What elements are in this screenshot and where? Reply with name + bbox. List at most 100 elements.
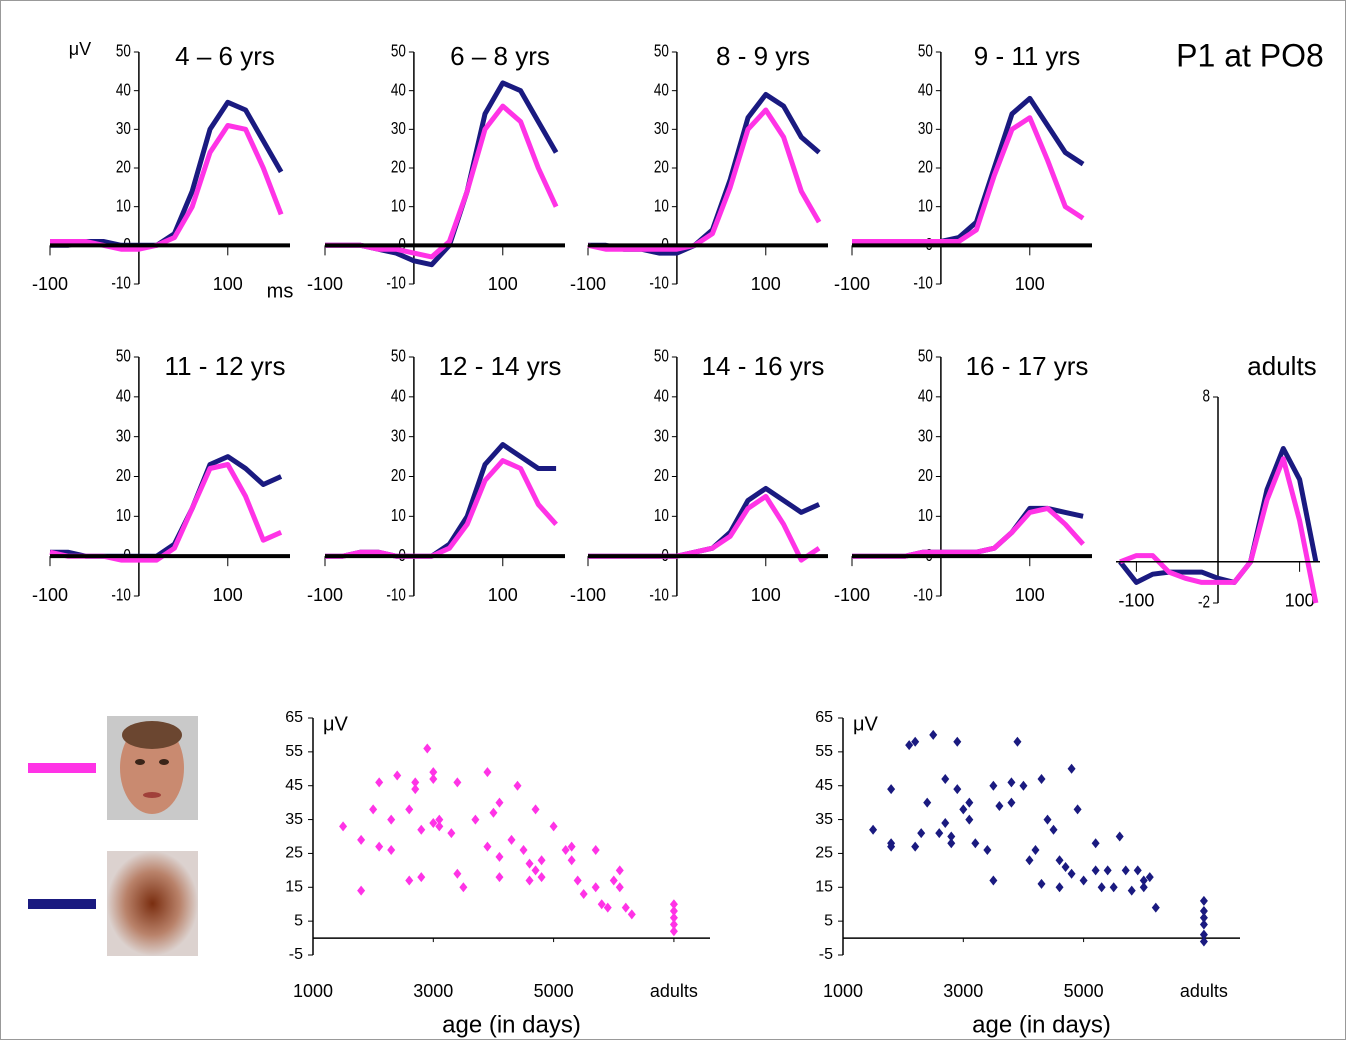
erp-line bbox=[587, 107, 822, 252]
y-tick-label: 10 bbox=[116, 197, 131, 216]
x-tick-label: -100 bbox=[834, 585, 870, 605]
x-tick-label: -100 bbox=[1118, 591, 1154, 611]
y-tick-label: 50 bbox=[116, 42, 131, 61]
point bbox=[669, 912, 678, 923]
y-tick-label: 40 bbox=[116, 81, 131, 100]
point bbox=[911, 841, 920, 852]
y-tick-label: 10 bbox=[654, 197, 669, 216]
point bbox=[507, 834, 516, 845]
point bbox=[567, 855, 576, 866]
point bbox=[905, 740, 914, 751]
figure-title: P1 at PO8 bbox=[1176, 37, 1324, 73]
x-tick-label: -100 bbox=[32, 274, 68, 294]
y-tick-label: -5 bbox=[289, 946, 303, 963]
point bbox=[995, 801, 1004, 812]
y-tick-label: 25 bbox=[285, 845, 303, 862]
y-tick-label: 15 bbox=[815, 879, 833, 896]
y-tick-label: -10 bbox=[649, 274, 669, 293]
x-tick-label: adults bbox=[1180, 981, 1228, 1001]
panel-title: 14 - 16 yrs bbox=[702, 351, 825, 381]
point bbox=[423, 743, 432, 754]
panel-title: 8 - 9 yrs bbox=[716, 41, 810, 71]
point bbox=[561, 845, 570, 856]
point bbox=[609, 875, 618, 886]
charts: -100 10 20 30 40 50 -100 100 4 – 6 yrs μV ms -100 10… bbox=[32, 39, 1320, 1038]
panel-title: 4 – 6 yrs bbox=[175, 41, 275, 71]
panel-title: adults bbox=[1247, 351, 1316, 381]
y-tick-label: 30 bbox=[654, 427, 669, 446]
y-tick-label: 40 bbox=[654, 387, 669, 406]
x-tick-label: -100 bbox=[307, 585, 343, 605]
y-tick-label: -10 bbox=[111, 274, 131, 293]
point bbox=[471, 814, 480, 825]
noise-image bbox=[107, 851, 198, 956]
y-tick-label: 10 bbox=[391, 506, 406, 525]
point bbox=[591, 882, 600, 893]
point bbox=[941, 817, 950, 828]
point bbox=[339, 821, 348, 832]
point bbox=[1199, 929, 1208, 940]
point bbox=[989, 780, 998, 791]
y-tick-label: 20 bbox=[391, 158, 406, 177]
x-tick-label: 1000 bbox=[293, 981, 333, 1001]
point bbox=[429, 817, 438, 828]
point bbox=[1025, 855, 1034, 866]
point bbox=[959, 804, 968, 815]
point bbox=[1007, 777, 1016, 788]
point bbox=[417, 824, 426, 835]
panel-title: 11 - 12 yrs bbox=[165, 351, 286, 381]
point bbox=[887, 841, 896, 852]
point bbox=[429, 767, 438, 778]
point bbox=[435, 821, 444, 832]
point bbox=[357, 885, 366, 896]
point bbox=[1097, 882, 1106, 893]
y-tick-label: -10 bbox=[913, 586, 933, 605]
point bbox=[411, 777, 420, 788]
point bbox=[1061, 861, 1070, 872]
x-tick-label: 100 bbox=[213, 274, 243, 294]
x-tick-label: 100 bbox=[751, 585, 781, 605]
point bbox=[1133, 865, 1142, 876]
point bbox=[1067, 763, 1076, 774]
x-tick-label: 5000 bbox=[1064, 981, 1104, 1001]
point bbox=[447, 828, 456, 839]
point bbox=[669, 919, 678, 930]
y-tick-label: 40 bbox=[918, 387, 933, 406]
point bbox=[923, 797, 932, 808]
point bbox=[387, 845, 396, 856]
y-tick-label: 20 bbox=[116, 467, 131, 486]
point bbox=[393, 770, 402, 781]
x-tick-label: 100 bbox=[213, 585, 243, 605]
y-tick-label: 40 bbox=[391, 81, 406, 100]
point bbox=[953, 736, 962, 747]
y-tick-label: 55 bbox=[285, 743, 303, 760]
point bbox=[1031, 845, 1040, 856]
point bbox=[917, 828, 926, 839]
point bbox=[989, 875, 998, 886]
point bbox=[525, 858, 534, 869]
y-axis-label: μV bbox=[323, 713, 349, 735]
point bbox=[1019, 780, 1028, 791]
x-tick-label: 100 bbox=[488, 585, 518, 605]
point bbox=[1055, 882, 1064, 893]
point bbox=[405, 875, 414, 886]
erp-line bbox=[50, 123, 284, 252]
point bbox=[597, 899, 606, 910]
point bbox=[591, 845, 600, 856]
point bbox=[1199, 936, 1208, 947]
point bbox=[1199, 912, 1208, 923]
point bbox=[435, 814, 444, 825]
point bbox=[1049, 824, 1058, 835]
y-axis-label: μV bbox=[69, 39, 91, 59]
point bbox=[1109, 882, 1118, 893]
y-tick-label: -2 bbox=[1198, 593, 1210, 612]
point bbox=[1145, 872, 1154, 883]
x-tick-label: 100 bbox=[1015, 585, 1045, 605]
panel-title: 6 – 8 yrs bbox=[450, 41, 550, 71]
y-tick-label: 45 bbox=[285, 777, 303, 794]
point bbox=[947, 831, 956, 842]
point bbox=[537, 855, 546, 866]
point bbox=[1115, 831, 1124, 842]
x-tick-label: 1000 bbox=[823, 981, 863, 1001]
point bbox=[417, 872, 426, 883]
